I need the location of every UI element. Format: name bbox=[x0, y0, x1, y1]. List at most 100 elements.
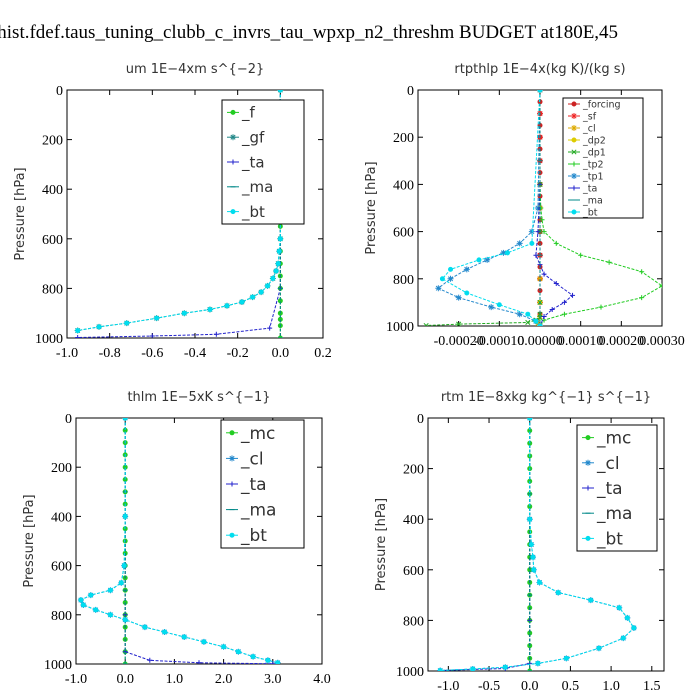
legend-marker bbox=[571, 173, 577, 179]
y-tick-label: 1000 bbox=[44, 658, 72, 673]
y-axis-label: Pressure [hPa] bbox=[364, 161, 379, 254]
data-point bbox=[423, 322, 429, 326]
legend-marker bbox=[571, 185, 577, 191]
data-point bbox=[80, 602, 86, 608]
legend-entry: _tp2 bbox=[582, 159, 604, 170]
legend-marker bbox=[571, 113, 577, 119]
data-point bbox=[659, 283, 662, 289]
plot-frame bbox=[427, 417, 665, 672]
legend-entry: _mc bbox=[596, 429, 631, 449]
data-point bbox=[620, 635, 626, 641]
data-point bbox=[265, 657, 271, 663]
y-tick-label: 600 bbox=[42, 233, 63, 248]
data-point bbox=[270, 275, 276, 281]
data-point bbox=[124, 320, 130, 326]
x-tick-label: 0.00000 bbox=[517, 334, 563, 349]
legend-entry: _bt bbox=[582, 207, 598, 218]
x-tick-label: 0.2 bbox=[314, 346, 332, 361]
data-point bbox=[250, 654, 256, 660]
data-point bbox=[553, 281, 559, 287]
data-point bbox=[596, 645, 602, 651]
data-point bbox=[534, 205, 541, 211]
data-point bbox=[470, 666, 476, 671]
legend-entry: _sf bbox=[582, 111, 597, 122]
data-point bbox=[528, 541, 534, 547]
data-point bbox=[578, 252, 584, 258]
data-point bbox=[224, 303, 230, 309]
legend-marker bbox=[585, 485, 591, 491]
data-point bbox=[448, 266, 454, 272]
x-tick-label: -0.5 bbox=[478, 679, 500, 694]
y-tick-label: 0 bbox=[407, 84, 414, 99]
x-tick-label: 1.5 bbox=[643, 679, 661, 694]
data-point bbox=[78, 597, 84, 603]
data-point bbox=[121, 563, 127, 569]
legend-entry: _bt bbox=[240, 526, 267, 546]
data-point bbox=[93, 607, 99, 613]
x-tick-label: 1.0 bbox=[166, 672, 184, 687]
legend-marker bbox=[229, 430, 235, 436]
data-point bbox=[537, 323, 543, 326]
data-point bbox=[616, 605, 622, 611]
chart-title: um 1E−4xm s^{−2} bbox=[126, 62, 265, 77]
legend-entry: _ta bbox=[241, 153, 265, 172]
y-tick-label: 0 bbox=[65, 412, 72, 427]
y-tick-label: 1000 bbox=[35, 332, 63, 347]
data-point bbox=[527, 516, 533, 522]
y-axis-label: Pressure [hPa] bbox=[13, 167, 28, 260]
y-axis-label: Pressure [hPa] bbox=[374, 498, 389, 591]
data-point bbox=[235, 649, 241, 655]
x-tick-label: -1.0 bbox=[437, 679, 459, 694]
data-point bbox=[239, 299, 245, 305]
x-tick-label: 0.0 bbox=[116, 672, 134, 687]
data-point bbox=[541, 314, 547, 320]
data-point bbox=[439, 276, 445, 282]
data-point bbox=[555, 590, 561, 596]
legend-entry: _tp1 bbox=[582, 171, 604, 182]
data-point bbox=[447, 275, 454, 282]
data-point bbox=[541, 271, 547, 277]
data-point bbox=[531, 567, 537, 573]
data-point bbox=[502, 664, 508, 670]
data-point bbox=[149, 333, 155, 338]
legend-marker bbox=[571, 101, 577, 107]
y-tick-label: 600 bbox=[393, 226, 414, 241]
x-tick-label: -0.4 bbox=[184, 346, 206, 361]
data-point bbox=[624, 615, 630, 621]
series-ta bbox=[437, 418, 533, 671]
x-tick-label: 2.0 bbox=[215, 672, 233, 687]
legend-entry: _ta bbox=[596, 479, 623, 499]
data-point bbox=[639, 295, 645, 301]
data-point bbox=[265, 283, 271, 289]
legend-entry: _cl bbox=[596, 454, 620, 474]
x-tick-label: -1.0 bbox=[65, 672, 87, 687]
data-point bbox=[207, 306, 213, 312]
x-tick-label: 0.0 bbox=[521, 679, 539, 694]
x-tick-label: -1.0 bbox=[56, 346, 78, 361]
data-point bbox=[270, 661, 276, 664]
data-point bbox=[181, 634, 187, 640]
data-point bbox=[267, 325, 273, 331]
data-point bbox=[561, 311, 567, 317]
data-point bbox=[147, 657, 153, 663]
legend-marker bbox=[585, 435, 591, 441]
data-point bbox=[273, 268, 279, 274]
data-point bbox=[488, 304, 495, 311]
data-point bbox=[533, 318, 539, 324]
data-point bbox=[456, 321, 462, 326]
y-tick-label: 200 bbox=[42, 134, 63, 149]
x-tick-label: 4.0 bbox=[313, 672, 331, 687]
y-tick-label: 400 bbox=[393, 178, 414, 193]
legend-marker bbox=[571, 149, 577, 155]
chart-title: rtpthlp 1E−4x(kg K)/(kg s) bbox=[454, 62, 625, 77]
data-point bbox=[570, 292, 576, 298]
data-point bbox=[553, 240, 559, 246]
figure-title: thist.fdef.taus_tuning_clubb_c_invrs_tau… bbox=[0, 22, 619, 43]
data-point bbox=[196, 660, 202, 664]
legend-entry: _f bbox=[241, 104, 256, 123]
y-tick-label: 400 bbox=[51, 510, 72, 525]
legend: _f _gf _ta _ma _bt bbox=[221, 99, 305, 225]
data-point bbox=[500, 249, 507, 256]
